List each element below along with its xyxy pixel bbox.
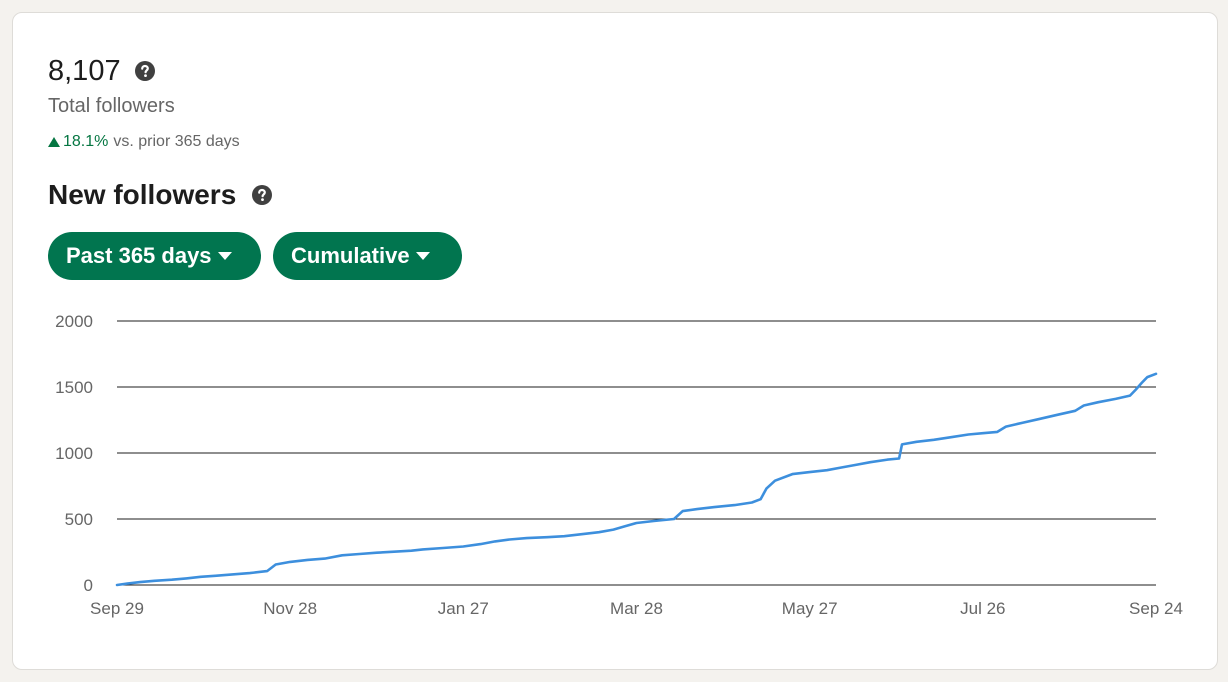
chart-gridlines: [117, 320, 1156, 586]
change-comparison-text: vs. prior 365 days: [113, 133, 240, 150]
y-axis-ticks: 2000 1500 1000 500 0: [55, 312, 93, 595]
new-followers-header: New followers: [48, 179, 273, 211]
followers-line-chart: 2000 1500 1000 500 0 Sep 29 Nov 28 Jan 27 Mar 2…: [55, 312, 1183, 618]
caret-down-icon: [217, 252, 232, 260]
x-tick-label: Sep 29: [90, 599, 144, 618]
time-range-dropdown[interactable]: Past 365 days: [48, 232, 261, 280]
x-axis-ticks: Sep 29 Nov 28 Jan 27 Mar 28 May 27 Jul 26 Sep …: [90, 599, 1183, 618]
total-followers-value: 8,107: [48, 55, 121, 87]
y-tick-label: 0: [84, 576, 93, 595]
y-tick-label: 500: [65, 510, 93, 529]
change-percent: 18.1%: [63, 133, 109, 150]
time-range-label: Past 365 days: [66, 243, 212, 268]
aggregation-mode-dropdown[interactable]: Cumulative: [273, 232, 462, 280]
x-tick-label: May 27: [782, 599, 838, 618]
y-tick-label: 2000: [55, 312, 93, 331]
triangle-up-icon: [48, 137, 60, 147]
chart-series: [115, 372, 1158, 587]
caret-down-icon: [415, 252, 430, 260]
x-tick-label: Sep 24: [1129, 599, 1183, 618]
total-followers-row: 8,107: [48, 55, 155, 87]
y-tick-label: 1500: [55, 378, 93, 397]
series-line-0: [115, 372, 1158, 587]
x-tick-label: Nov 28: [263, 599, 317, 618]
question-circle-icon[interactable]: [134, 61, 155, 81]
question-circle-icon[interactable]: [252, 185, 273, 205]
followers-card: 8,107 Total followers 18.1% vs. prior 36…: [12, 12, 1218, 670]
aggregation-mode-label: Cumulative: [291, 243, 410, 268]
x-tick-label: Jan 27: [438, 599, 489, 618]
total-followers-label: Total followers: [48, 95, 175, 117]
x-tick-label: Mar 28: [610, 599, 663, 618]
y-tick-label: 1000: [55, 444, 93, 463]
x-tick-label: Jul 26: [960, 599, 1005, 618]
change-indicator: 18.1% vs. prior 365 days: [48, 133, 240, 151]
section-title: New followers: [48, 179, 237, 210]
